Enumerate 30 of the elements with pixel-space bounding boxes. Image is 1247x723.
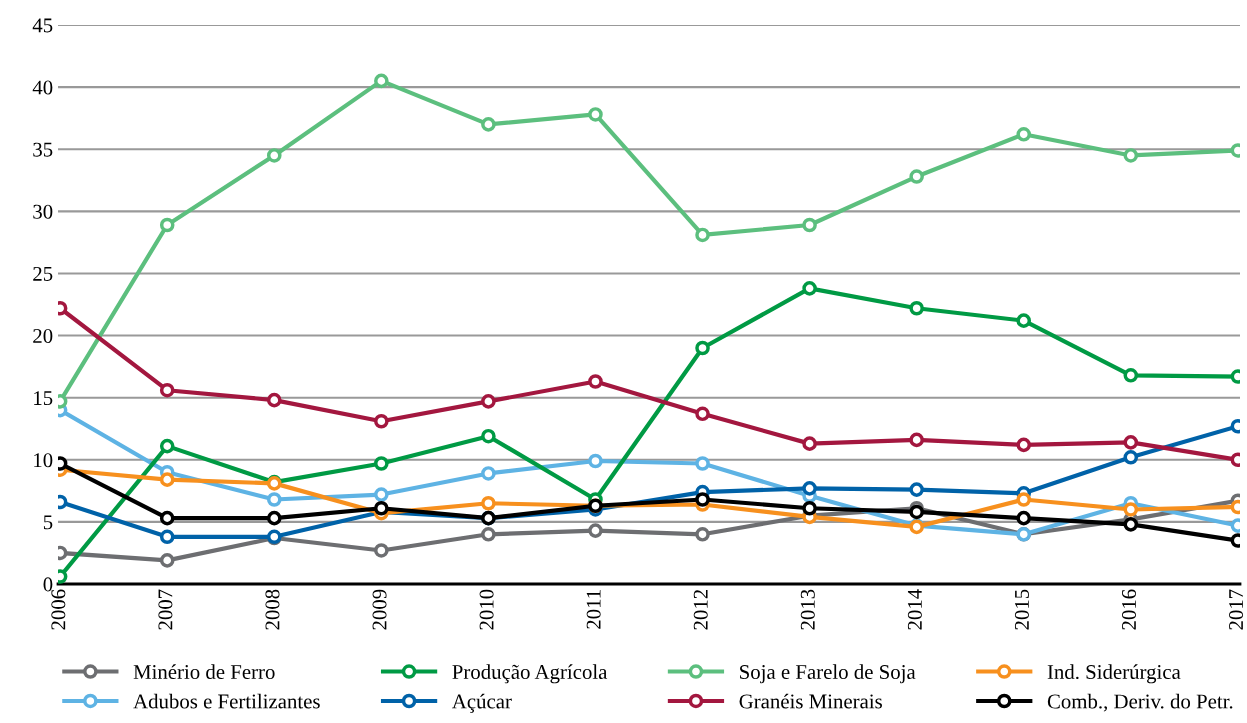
- x-tick-label: 2009: [372, 589, 387, 630]
- y-tick-label: 5: [43, 515, 53, 530]
- x-tick-label: 2014: [907, 589, 922, 630]
- y-tick-label: 25: [33, 266, 53, 281]
- x-tick-label: 2006: [51, 589, 66, 630]
- y-tick-label: 0: [43, 577, 53, 592]
- y-tick-label: 20: [33, 328, 53, 343]
- y-tick-label: 35: [33, 142, 53, 157]
- x-tick-label: 2015: [1014, 589, 1029, 630]
- legend-label: Minério de Ferro: [133, 664, 275, 680]
- legend-label: Ind. Siderúrgica: [1047, 664, 1181, 684]
- x-tick-label: 2013: [800, 589, 815, 630]
- x-tick-label: 2010: [479, 589, 494, 630]
- y-tick-label: 40: [32, 80, 53, 95]
- legend-label: Soja e Farelo de Soja: [740, 664, 916, 684]
- legend-label: Comb., Deriv. do Petr.: [1047, 693, 1233, 712]
- legend-label: Granéis Minerais: [739, 693, 882, 709]
- y-tick-label: 45: [32, 18, 53, 33]
- x-tick-label: 2012: [693, 590, 708, 630]
- y-tick-label: 30: [33, 204, 53, 219]
- x-tick-label: 2017: [1229, 589, 1244, 630]
- x-tick-label: 2011: [586, 590, 601, 629]
- legend-label: Adubos e Fertilizantes: [133, 693, 320, 709]
- x-tick-label: 2007: [158, 589, 173, 630]
- x-tick-label: 2008: [265, 589, 280, 630]
- x-tick-label: 2016: [1121, 589, 1137, 630]
- y-tick-label: 15: [34, 391, 53, 406]
- legend-label: Açúcar: [451, 693, 512, 713]
- legend-label: Produção Agrícola: [452, 664, 608, 684]
- y-tick-label: 10: [34, 453, 53, 468]
